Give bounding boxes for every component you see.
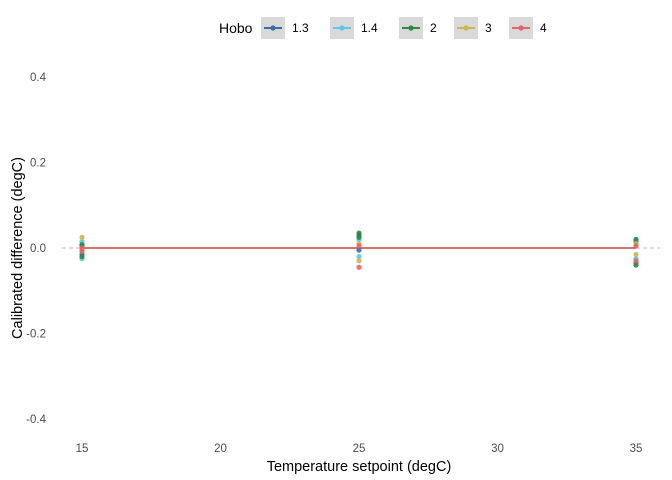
y-tick-label: -0.4 xyxy=(26,414,46,426)
data-point-2 xyxy=(633,262,639,268)
data-point-2 xyxy=(633,236,639,243)
legend-key-point xyxy=(339,25,345,31)
legend: Hobo 1.3 1.4 2 3 4 xyxy=(219,17,547,39)
legend-label: 1.4 xyxy=(361,21,378,35)
x-tick-label: 20 xyxy=(214,443,227,455)
legend-item-3: 3 xyxy=(454,17,492,39)
legend-key-point xyxy=(408,25,414,31)
data-point-4 xyxy=(79,248,85,255)
data-point-3 xyxy=(633,251,639,258)
y-tick-label: 0.2 xyxy=(30,158,46,170)
legend-item-1.3: 1.3 xyxy=(261,17,309,39)
data-points xyxy=(79,230,639,270)
legend-key-point xyxy=(463,25,469,31)
data-point-2 xyxy=(356,230,362,236)
data-point-1.3 xyxy=(356,247,362,253)
data-point-4 xyxy=(356,243,362,249)
y-axis-ticks: -0.4 -0.2 0.0 0.2 0.4 xyxy=(26,72,46,426)
legend-label: 1.3 xyxy=(292,21,309,35)
legend-item-4: 4 xyxy=(509,17,547,39)
data-point-1.4 xyxy=(356,253,362,260)
y-tick-label: 0.0 xyxy=(30,243,46,255)
x-tick-label: 30 xyxy=(491,443,504,455)
data-point-2 xyxy=(79,253,85,260)
legend-key-point xyxy=(518,25,524,31)
x-tick-label: 35 xyxy=(630,443,643,455)
data-point-4 xyxy=(633,243,639,249)
y-tick-label: 0.4 xyxy=(30,72,47,84)
legend-item-1.4: 1.4 xyxy=(330,17,378,39)
data-point-3 xyxy=(79,234,85,240)
legend-key-point xyxy=(270,25,276,31)
legend-label: 2 xyxy=(430,21,437,35)
data-point-2 xyxy=(356,234,362,240)
x-tick-label: 15 xyxy=(76,443,89,455)
x-axis-title: Temperature setpoint (degC) xyxy=(267,459,452,475)
y-tick-label: -0.2 xyxy=(26,329,46,341)
y-axis-title: Calibrated difference (degC) xyxy=(10,157,26,339)
legend-label: 3 xyxy=(485,21,492,35)
data-point-4 xyxy=(356,264,362,270)
data-point-4 xyxy=(633,258,639,264)
legend-title: Hobo xyxy=(219,20,253,36)
legend-item-2: 2 xyxy=(399,17,437,39)
data-point-3 xyxy=(356,258,362,264)
x-axis-ticks: 15 20 25 30 35 xyxy=(76,443,643,455)
legend-label: 4 xyxy=(540,21,547,35)
x-tick-label: 25 xyxy=(353,443,366,455)
